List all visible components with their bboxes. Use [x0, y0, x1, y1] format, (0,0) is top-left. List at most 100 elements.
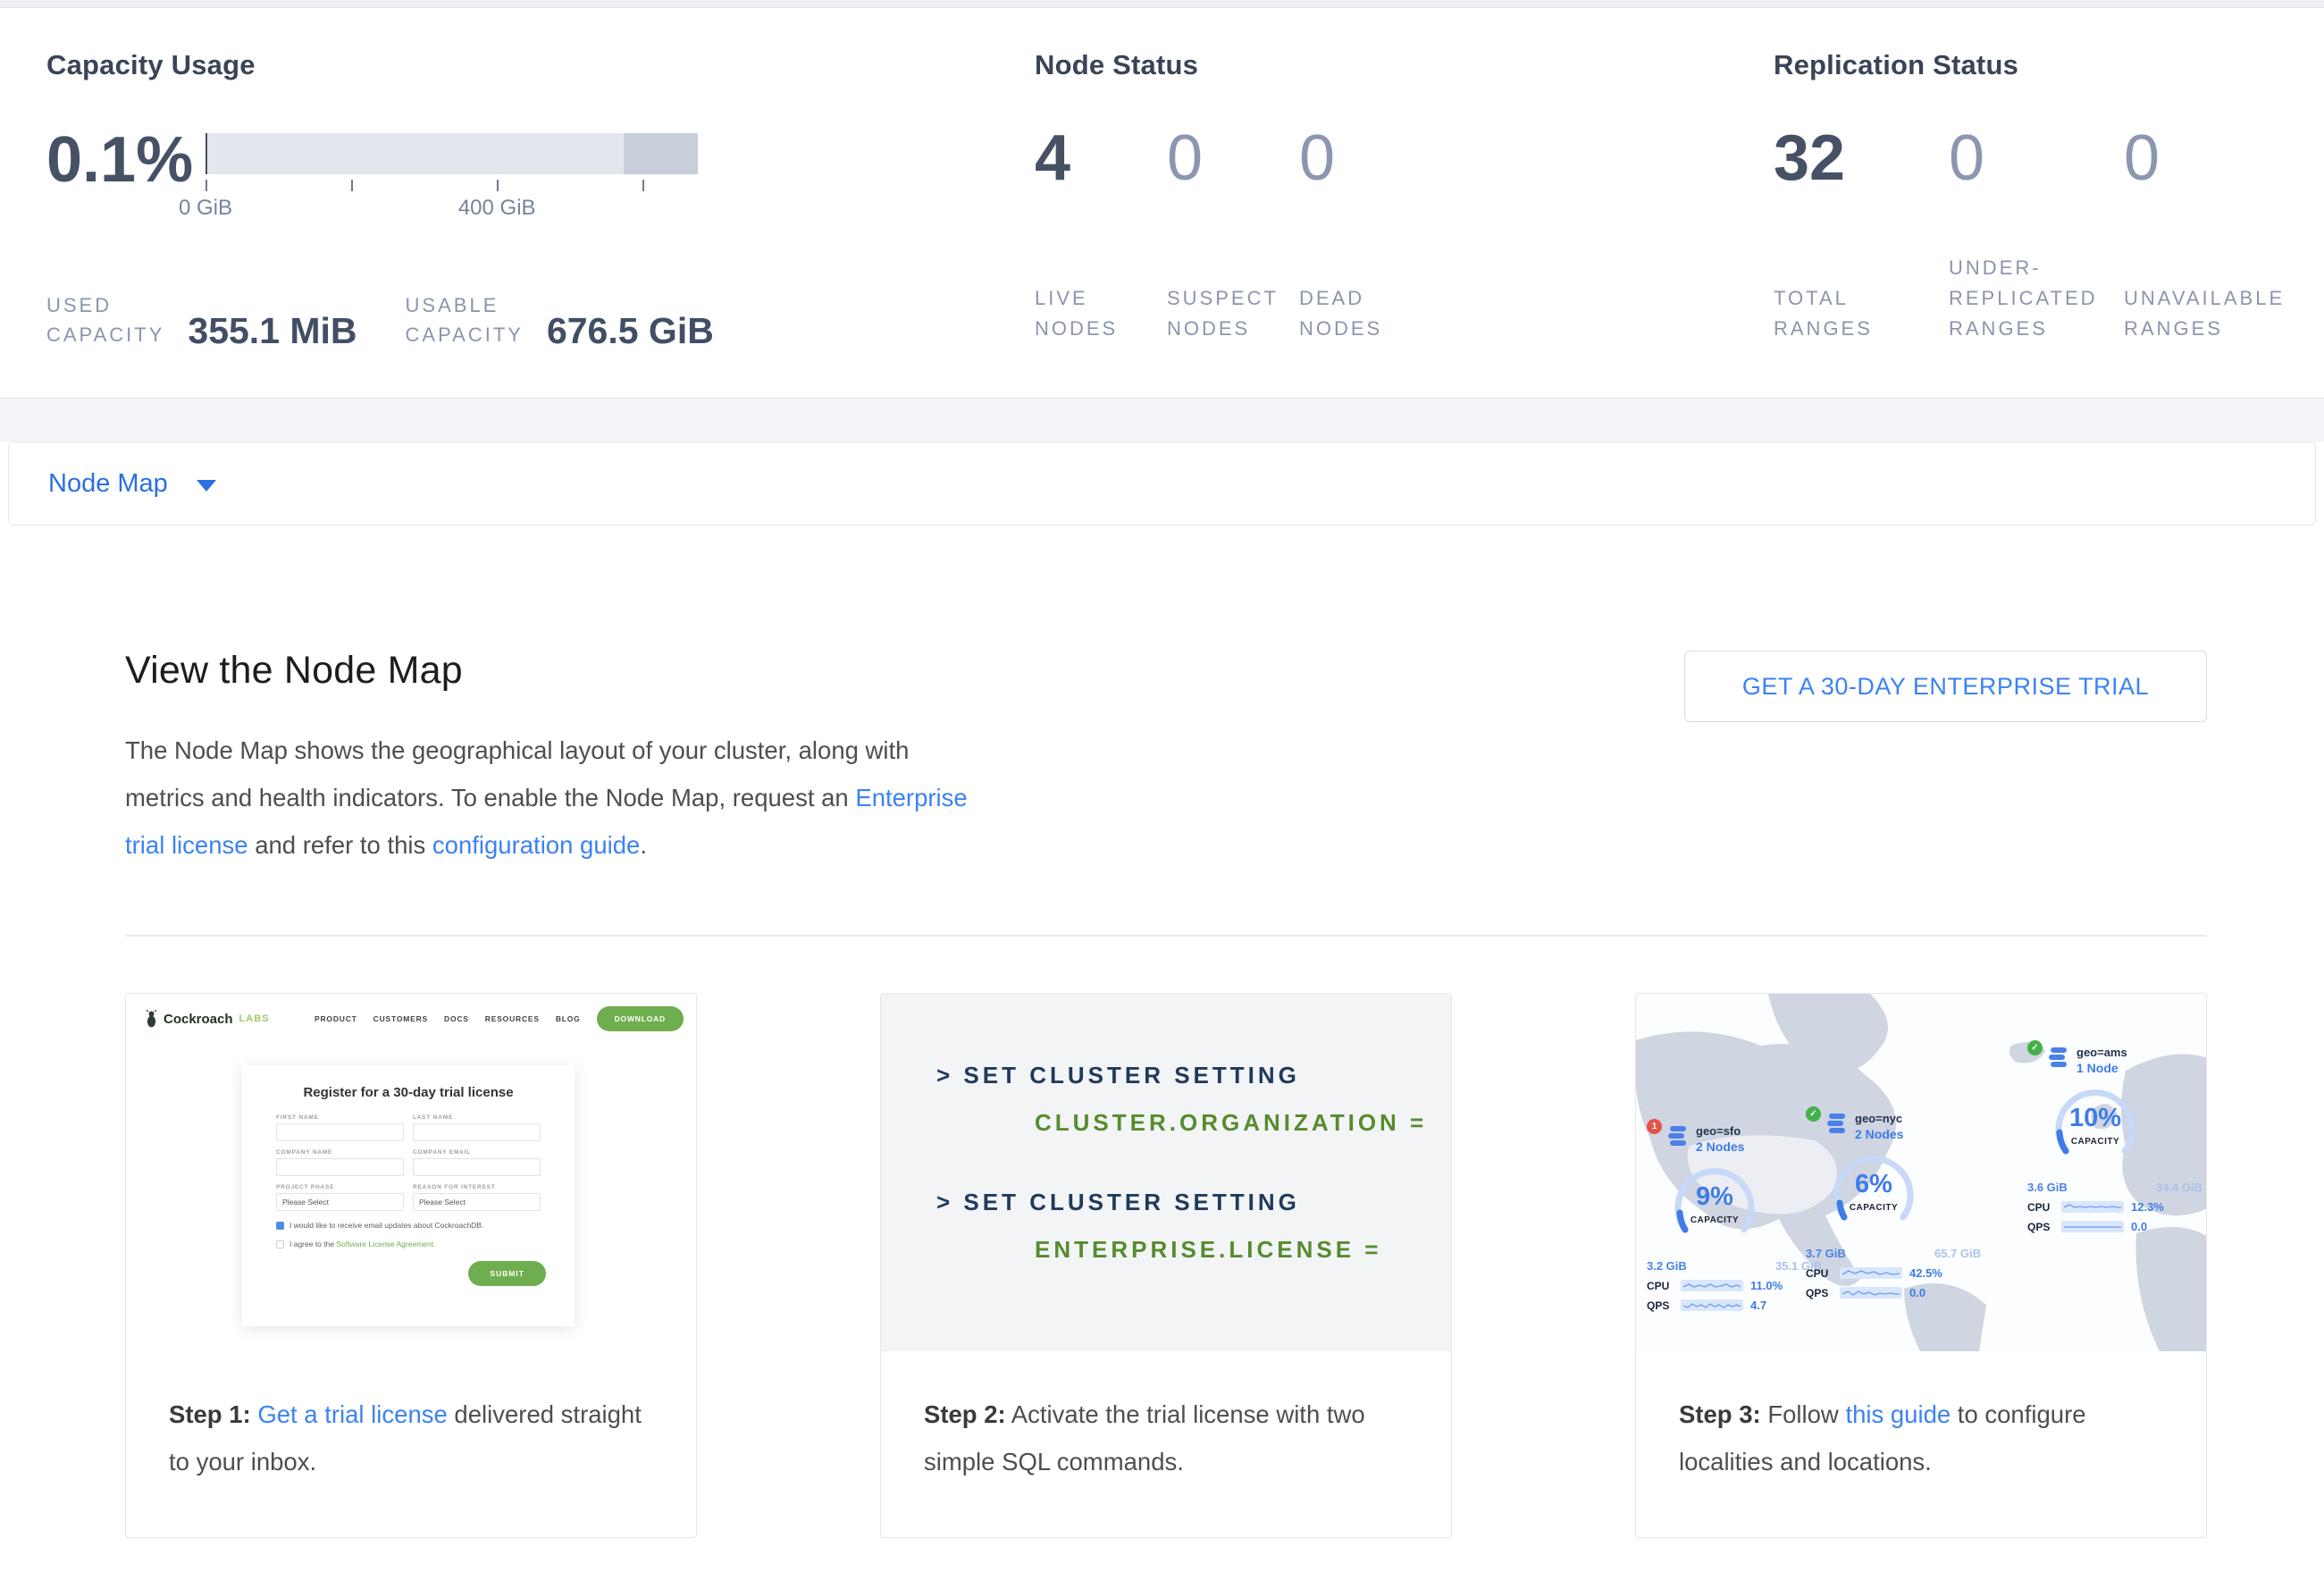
description-paragraph: The Node Map shows the geographical layo…	[125, 727, 987, 869]
top-strip	[0, 0, 2324, 8]
qps-sparkline	[1840, 1287, 1902, 1299]
mini-nav-item: DOCS	[444, 1014, 469, 1023]
usable-capacity-label: USABLE	[405, 294, 499, 316]
view-selector-label[interactable]: Node Map	[48, 468, 168, 498]
checkbox-unchecked-icon	[276, 1240, 284, 1248]
capacity-usage-title: Capacity Usage	[46, 49, 256, 80]
used-capacity-label: CAPACITY	[46, 324, 165, 346]
live-nodes-value: 4	[1035, 122, 1071, 194]
mini-submit-button: SUBMIT	[468, 1261, 546, 1286]
node-map-placeholder-content: View the Node Map The Node Map shows the…	[0, 525, 2324, 1538]
capacity-percent: 0.1%	[46, 124, 194, 196]
usable-capacity-stat: USABLE CAPACITY 676.5 GiB	[405, 290, 714, 351]
mini-form-title: Register for a 30-day trial license	[303, 1085, 514, 1100]
usable-capacity-label: CAPACITY	[405, 324, 524, 346]
unavailable-ranges-metric: 0 UNAVAILABLE RANGES	[2124, 122, 2299, 344]
capacity-used-segment	[206, 133, 207, 174]
mini-input	[413, 1158, 541, 1176]
node-status-section: Node Status 4 LIVE NODES 0 SUSPECT NODES	[1035, 49, 1431, 344]
description-text: and refer to this	[248, 831, 432, 859]
mini-input	[413, 1123, 541, 1141]
node-locality: geo=ams	[2076, 1046, 2127, 1059]
total-ranges-metric: 32 TOTAL RANGES	[1774, 122, 1949, 344]
total-ranges-label: TOTAL RANGES	[1774, 287, 1873, 340]
node-status-title: Node Status	[1035, 49, 1199, 80]
checkbox-checked-icon	[276, 1221, 284, 1230]
step-3-text: Step 3: Follow this guide to configure l…	[1679, 1400, 2093, 1476]
configuration-guide-link[interactable]: configuration guide	[432, 831, 641, 859]
get-trial-license-link[interactable]: Get a trial license	[257, 1400, 448, 1428]
node-count: 1 Node	[2076, 1061, 2118, 1075]
enterprise-trial-license-link[interactable]: Enterprise trial license	[125, 784, 975, 859]
sql-commands-snippet: > SET CLUSTER SETTING CLUSTER.ORGANIZATI…	[881, 994, 1451, 1351]
under-replicated-ranges-metric: 0 UNDER- REPLICATED RANGES	[1949, 122, 2124, 344]
mini-select: Please Select	[276, 1193, 404, 1211]
error-badge-icon: 1	[1647, 1119, 1662, 1134]
usable-capacity-value: 676.5 GiB	[546, 310, 714, 351]
sql-prompt-line: > SET CLUSTER SETTING	[936, 1189, 1300, 1215]
cpu-sparkline	[1840, 1267, 1902, 1279]
mini-input	[276, 1158, 404, 1176]
axis-tick-label: 400 GiB	[457, 196, 536, 220]
unavailable-ranges-label: UNAVAILABLE RANGES	[2124, 287, 2286, 340]
capacity-reserved-segment	[624, 133, 698, 174]
trial-signup-screenshot: Cockroach LABS PRODUCT CUSTOMERS DOCS RE…	[126, 994, 696, 1351]
mini-select: Please Select	[413, 1193, 541, 1211]
axis-tick-label: 0 GiB	[178, 196, 233, 220]
section-spacer	[0, 399, 2324, 441]
database-stack-icon	[1668, 1126, 1686, 1146]
node-map-preview: 1 geo=sfo 2 Nodes	[1636, 994, 2206, 1351]
mini-site-nav: PRODUCT CUSTOMERS DOCS RESOURCES BLOG DO…	[315, 1006, 684, 1031]
dead-nodes-value: 0	[1299, 122, 1336, 194]
live-nodes-label: LIVE NODES	[1035, 287, 1119, 340]
trial-license-form: Register for a 30-day trial license FIRS…	[242, 1065, 575, 1326]
cpu-sparkline	[1681, 1280, 1743, 1291]
unavailable-ranges-value: 0	[2124, 122, 2160, 194]
suspect-nodes-metric: 0 SUSPECT NODES	[1167, 122, 1299, 344]
node-locality: geo=sfo	[1696, 1124, 1741, 1138]
mini-nav-item: PRODUCT	[315, 1014, 357, 1023]
axis-tick	[497, 180, 499, 191]
description-text: The Node Map shows the geographical layo…	[125, 736, 917, 811]
check-icon: ✓	[1806, 1106, 1821, 1122]
step-2-card: > SET CLUSTER SETTING CLUSTER.ORGANIZATI…	[880, 993, 1452, 1538]
cpu-sparkline	[2061, 1201, 2124, 1213]
description-text: .	[640, 831, 647, 859]
replication-status-title: Replication Status	[1774, 49, 2019, 80]
mini-nav-item: RESOURCES	[484, 1014, 540, 1023]
enterprise-trial-button[interactable]: GET A 30-DAY ENTERPRISE TRIAL	[1683, 651, 2207, 722]
check-icon: ✓	[2027, 1040, 2043, 1055]
sql-setting-line: ENTERPRISE.LICENSE =	[1035, 1236, 1382, 1263]
capacity-bar: 0 GiB 400 GiB	[179, 133, 698, 220]
sql-setting-line: CLUSTER.ORGANIZATION =	[1035, 1109, 1428, 1136]
view-selector-dropdown[interactable]: Node Map	[8, 441, 2316, 525]
suspect-nodes-label: SUSPECT NODES	[1167, 287, 1279, 340]
under-replicated-ranges-value: 0	[1949, 122, 1985, 194]
used-capacity-value: 355.1 MiB	[188, 310, 357, 351]
qps-sparkline	[2061, 1221, 2124, 1232]
capacity-gauge: 10% CAPACITY	[2049, 1080, 2142, 1173]
qps-sparkline	[1681, 1299, 1743, 1311]
capacity-usage-section: Capacity Usage 0.1% 0 GiB 400 GiB	[46, 49, 714, 351]
this-guide-link[interactable]: this guide	[1845, 1400, 1951, 1428]
used-capacity-label: USED	[46, 294, 113, 316]
capacity-gauge: 6% CAPACITY	[1827, 1147, 1920, 1240]
cluster-summary-panel: Capacity Usage 0.1% 0 GiB 400 GiB	[0, 8, 2324, 399]
cockroach-labs-logo: Cockroach LABS	[144, 1010, 269, 1028]
axis-tick	[642, 180, 644, 191]
map-node-sfo: 1 geo=sfo 2 Nodes	[1647, 1119, 1836, 1312]
sql-prompt-line: > SET CLUSTER SETTING	[936, 1062, 1300, 1089]
mini-input	[276, 1123, 404, 1141]
mini-nav-item: BLOG	[555, 1014, 581, 1023]
mini-nav-item: CUSTOMERS	[373, 1014, 429, 1023]
node-count: 2 Nodes	[1696, 1139, 1745, 1154]
step-1-text: Step 1: Get a trial license delivered st…	[169, 1400, 649, 1476]
step-2-text: Step 2: Activate the trial license with …	[924, 1400, 1372, 1476]
under-replicated-ranges-label: UNDER- REPLICATED RANGES	[1949, 256, 2098, 340]
map-node-ams: ✓ geo=ams 1 Node	[2027, 1040, 2206, 1233]
cockroach-logo-icon	[146, 1010, 157, 1028]
total-ranges-value: 32	[1774, 122, 1846, 194]
suspect-nodes-value: 0	[1167, 122, 1204, 194]
step-3-card: 1 geo=sfo 2 Nodes	[1635, 993, 2207, 1538]
